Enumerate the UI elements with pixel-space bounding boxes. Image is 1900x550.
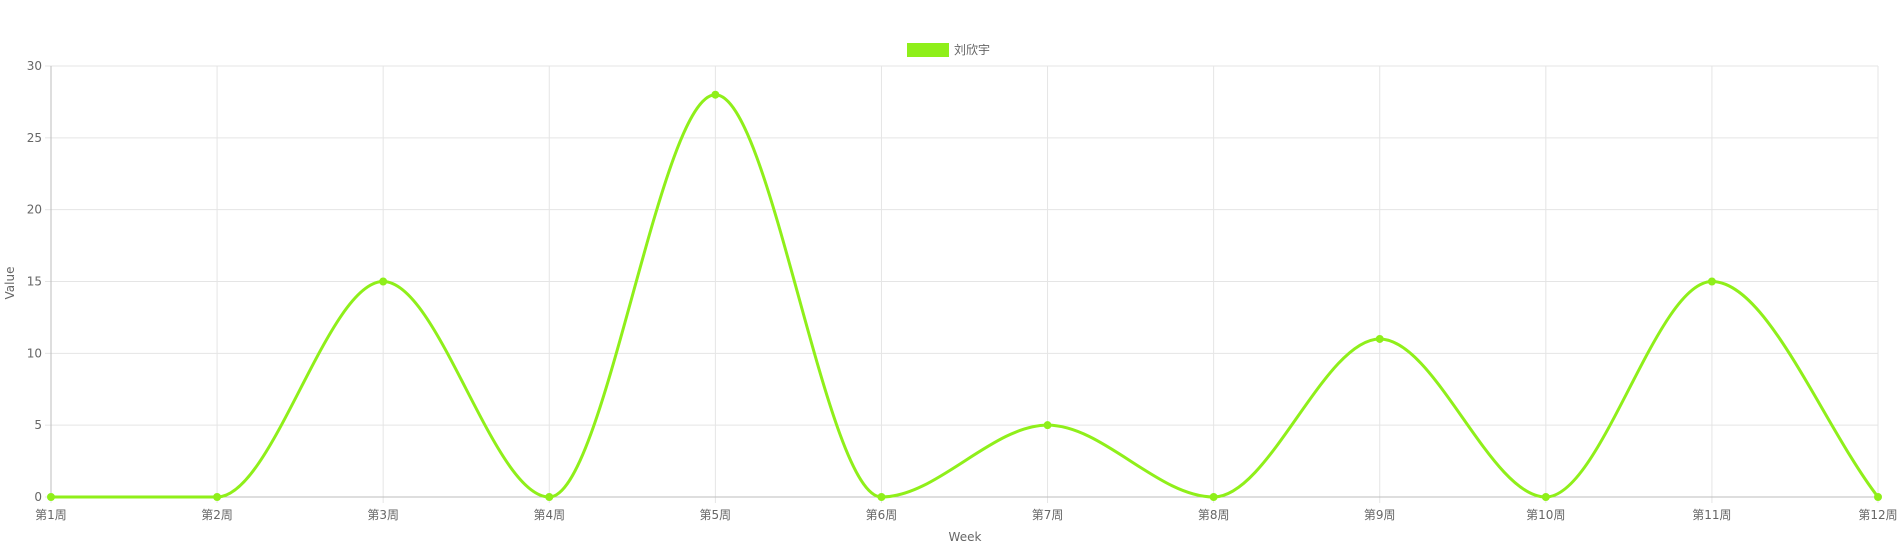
grid-lines [45, 65, 1879, 503]
x-tick-label: 第10周 [1526, 508, 1565, 522]
y-tick-label: 25 [27, 131, 42, 145]
x-tick-label: 第7周 [1032, 508, 1064, 522]
x-tick-labels: 第1周 第2周 第3周 第4周 第5周 第6周 第7周 第8周 第9周 第10周 第11周 第12周 [35, 508, 1897, 522]
data-point [1707, 277, 1716, 286]
data-point [711, 90, 720, 99]
x-tick-label: 第6周 [866, 508, 898, 522]
legend-label[interactable]: 刘欣宇 [954, 43, 990, 57]
x-tick-label: 第9周 [1364, 508, 1396, 522]
legend-swatch[interactable] [907, 43, 949, 57]
data-points [47, 90, 1882, 501]
x-tick-label: 第4周 [533, 508, 565, 522]
y-tick-label: 15 [27, 275, 42, 289]
y-tick-labels: 0 5 10 15 20 25 30 [27, 59, 42, 504]
x-tick-label: 第3周 [367, 508, 399, 522]
x-tick-label: 第11周 [1692, 508, 1731, 522]
y-tick-label: 30 [27, 59, 42, 73]
data-point [1209, 493, 1218, 501]
data-point [213, 493, 222, 501]
data-point [877, 493, 886, 501]
legend[interactable]: 刘欣宇 [907, 43, 990, 57]
x-tick-label: 第1周 [35, 508, 67, 522]
axes [50, 66, 1878, 498]
data-point [379, 277, 388, 286]
data-point [1874, 493, 1882, 501]
y-tick-label: 10 [27, 346, 42, 360]
data-point [1541, 493, 1550, 501]
data-point [545, 493, 554, 501]
x-tick-label: 第12周 [1858, 508, 1897, 522]
x-axis-label: Week [949, 530, 982, 544]
y-tick-label: 20 [27, 203, 42, 217]
y-tick-label: 0 [34, 490, 42, 504]
data-point [1375, 334, 1384, 343]
x-tick-label: 第5周 [700, 508, 732, 522]
y-tick-label: 5 [34, 418, 42, 432]
data-point [47, 493, 55, 501]
x-tick-label: 第8周 [1198, 508, 1230, 522]
x-tick-label: 第2周 [201, 508, 233, 522]
series-lines [49, 93, 1880, 499]
y-axis-label: Value [3, 267, 17, 300]
data-point [1043, 421, 1052, 430]
series-line [49, 93, 1880, 499]
